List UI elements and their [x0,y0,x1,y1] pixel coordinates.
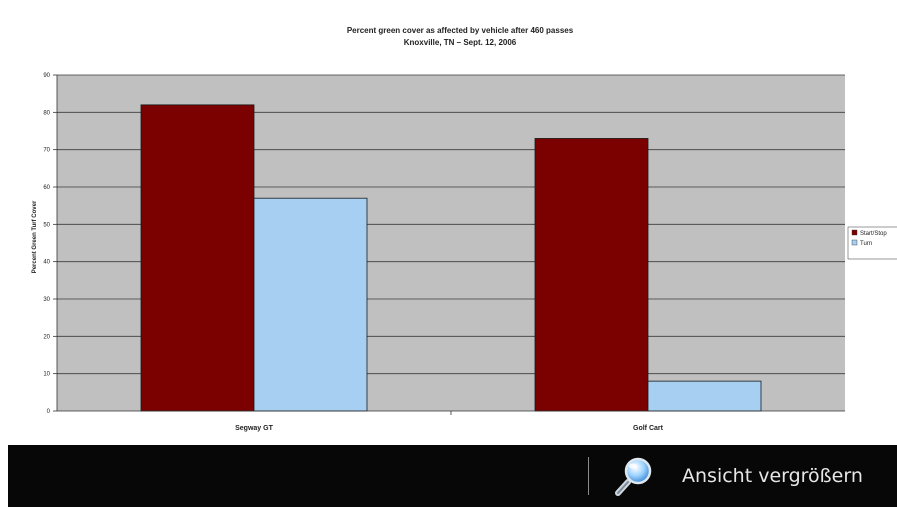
legend-label: Turn [860,241,872,247]
bars [140,104,762,412]
image-caption-bar: Ansicht vergrößern [8,445,897,507]
category-label: Golf Cart [633,425,664,432]
y-tick-label: 10 [43,372,50,378]
y-tick-label: 50 [43,222,50,228]
zoom-view-label: Ansicht vergrößern [682,465,863,487]
legend-swatch [851,239,858,246]
legend-label: Start/Stop [860,231,887,237]
axes [53,74,845,415]
bar-turn-0 [253,197,368,412]
chart-area: Percent green cover as affected by vehic… [32,26,897,432]
chart-title: Percent green cover as affected by vehic… [347,26,574,35]
y-tick-label: 30 [43,297,50,303]
bar-start-stop-1 [534,138,649,412]
y-tick-label: 70 [43,148,50,154]
y-tick-label: 90 [43,73,50,79]
bar-turn-1 [647,380,762,412]
zoom-view-button[interactable]: Ansicht vergrößern [614,453,897,499]
y-tick-label: 20 [43,334,50,340]
bar-chart: Percent green cover as affected by vehic… [32,26,897,432]
toolbar-divider [588,457,589,495]
chart-subtitle: Knoxville, TN – Sept. 12, 2006 [404,38,517,47]
legend: Start/Stop Turn [847,226,897,260]
y-tick-label: 60 [43,185,50,191]
category-label: Segway GT [235,425,273,432]
magnifier-icon [615,457,652,496]
legend-swatch [851,229,858,236]
y-tick-labels: 0 10 20 30 40 50 60 70 80 90 [43,73,50,415]
y-tick-label: 80 [43,110,50,116]
category-labels: Segway GT Golf Cart [235,425,664,432]
y-axis-title: Percent Green Turf Cover [32,200,38,273]
y-tick-label: 0 [47,409,51,415]
bar-start-stop-0 [140,104,255,412]
y-tick-label: 40 [43,260,50,266]
